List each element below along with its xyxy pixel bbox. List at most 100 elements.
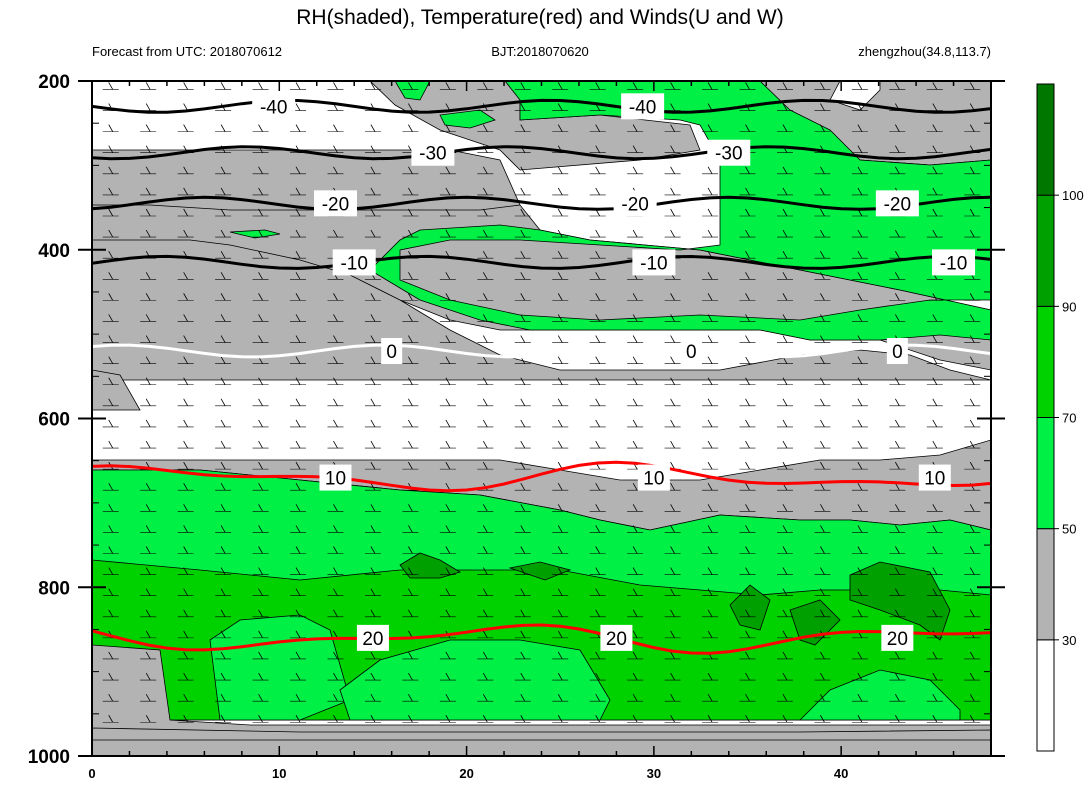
wind-barb-flag — [782, 715, 788, 723]
wind-barb-flag — [932, 651, 938, 660]
wind-barb-flag — [745, 588, 750, 596]
wind-barb-flag — [782, 293, 788, 301]
wind-barb-flag — [595, 229, 601, 238]
wind-barb-flag — [333, 504, 338, 512]
wind-barb-flag — [557, 166, 563, 175]
wind-barb-flag — [145, 440, 151, 449]
wind-barb-flag — [183, 82, 188, 90]
contour-label: 10 — [325, 469, 346, 490]
wind-barb-flag — [520, 208, 526, 217]
wind-barb-flag — [220, 398, 226, 407]
wind-barb-flag — [220, 335, 226, 343]
contour-label: -10 — [640, 253, 667, 274]
wind-barb-flag — [108, 356, 114, 364]
contour-label-box — [252, 93, 296, 120]
wind-barb-flag — [557, 630, 563, 639]
wind-barb-flag — [258, 208, 263, 217]
contour-label-box — [313, 190, 357, 217]
wind-barb-flag — [632, 609, 638, 617]
wind-barb-flag — [969, 651, 975, 660]
wind-barb-flag — [557, 588, 563, 596]
contour-label-box — [332, 249, 376, 276]
wind-barb-flag — [108, 567, 114, 575]
wind-barb-flag — [782, 546, 788, 554]
wind-barb-flag — [183, 272, 188, 280]
wind-barb-flag — [632, 630, 638, 639]
wind-barb-flag — [482, 208, 488, 217]
wind-barb-flag — [782, 124, 788, 132]
colorbar-label: 50 — [1062, 522, 1076, 537]
wind-barb-flag — [183, 672, 188, 681]
wind-barb-flag — [370, 208, 376, 217]
wind-barb-flag — [632, 356, 638, 364]
wind-barb-flag — [108, 419, 114, 428]
wind-barb-flag — [295, 546, 301, 554]
wind-barb-flag — [333, 356, 338, 364]
contour-label: -10 — [340, 253, 367, 274]
x-tick-label: 0 — [88, 766, 95, 781]
wind-barb-flag — [220, 504, 226, 512]
wind-barb-flag — [745, 483, 750, 491]
wind-barb-flag — [108, 504, 114, 512]
wind-barb-flag — [520, 651, 526, 660]
wind-barb-flag — [782, 630, 788, 639]
wind-barb-flag — [857, 335, 863, 343]
wind-barb-flag — [333, 525, 338, 533]
wind-barb-flag — [258, 187, 263, 196]
contour-label: -40 — [260, 97, 287, 118]
wind-barb-flag — [820, 588, 825, 596]
wind-barb-flag — [482, 335, 488, 343]
wind-barb-flag — [595, 440, 601, 449]
wind-barb-flag — [707, 419, 713, 428]
wind-barb-flag — [295, 504, 301, 512]
wind-barb-flag — [820, 567, 825, 575]
wind-barb-flag — [482, 630, 488, 639]
wind-barb-flag — [932, 208, 938, 217]
wind-barb-flag — [820, 609, 825, 617]
wind-barb-flag — [408, 124, 413, 132]
wind-barb-flag — [295, 461, 301, 470]
wind-barb-flag — [520, 272, 526, 280]
wind-barb-flag — [670, 103, 675, 111]
wind-barb-flag — [895, 440, 900, 449]
wind-barb-flag — [820, 229, 825, 238]
wind-barb-flag — [108, 398, 114, 407]
wind-barb-flag — [370, 546, 376, 554]
wind-barb-flag — [745, 335, 750, 343]
wind-barb-flag — [408, 419, 413, 428]
wind-barb-flag — [670, 82, 675, 90]
wind-barb-flag — [745, 208, 750, 217]
wind-barb-flag — [557, 567, 563, 575]
wind-barb-flag — [670, 693, 675, 702]
wind-barb-flag — [370, 314, 376, 322]
wind-barb-flag — [932, 567, 938, 575]
wind-barb-flag — [745, 546, 750, 554]
wind-barb-flag — [932, 693, 938, 702]
rh-green-blob-1 — [394, 81, 431, 101]
wind-barb-flag — [969, 419, 975, 428]
wind-barb-flag — [408, 546, 413, 554]
wind-barb-flag — [482, 504, 488, 512]
wind-barb-flag — [445, 546, 451, 554]
wind-barb-flag — [145, 272, 151, 280]
wind-barb-flag — [670, 356, 675, 364]
wind-barb-flag — [520, 672, 526, 681]
wind-barb-flag — [820, 672, 825, 681]
wind-barb-flag — [258, 693, 263, 702]
wind-barb-flag — [670, 588, 675, 596]
wind-barb-flag — [145, 187, 151, 196]
wind-barb-flag — [445, 651, 451, 660]
contour-label-box — [381, 338, 403, 364]
contour-label: -30 — [715, 144, 742, 165]
wind-barb-flag — [969, 82, 975, 90]
wind-barb-flag — [632, 715, 638, 723]
wind-barb-flag — [969, 693, 975, 702]
contour-label-box — [707, 139, 751, 166]
wind-barb-flag — [557, 398, 563, 407]
wind-barb-flag — [857, 166, 863, 175]
wind-barb-flag — [557, 483, 563, 491]
wind-barb-flag — [183, 314, 188, 322]
wind-barb-flag — [857, 398, 863, 407]
wind-barb-flag — [482, 377, 488, 385]
wind-barb-flag — [595, 672, 601, 681]
